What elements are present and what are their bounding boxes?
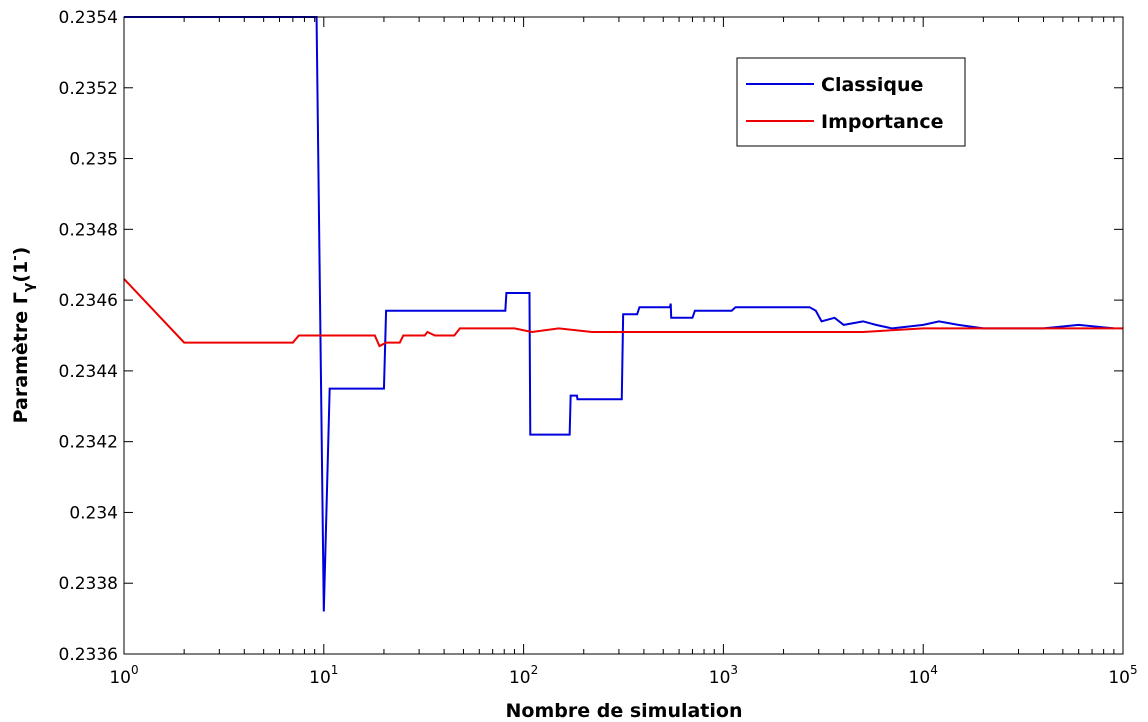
y-axis-title-sup: -: [8, 255, 23, 260]
plot-frame: [123, 16, 1124, 655]
y-tick-label: 0.2346: [59, 291, 118, 311]
y-tick-label: 0.2354: [59, 8, 118, 28]
series-line-classique: [124, 16, 1114, 612]
y-tick-label: 0.2344: [59, 362, 118, 382]
x-tick-label: 103: [709, 663, 738, 688]
y-tick-label: 0.234: [69, 503, 118, 523]
x-tick-label: 100: [109, 663, 138, 688]
y-axis-title-close: ): [10, 247, 32, 256]
y-tick-label: 0.2338: [59, 574, 118, 594]
y-tick-label: 0.235: [69, 150, 118, 170]
y-axis-title-sub: γ: [21, 282, 37, 292]
legend-label-classique: Classique: [821, 74, 923, 96]
x-tick-label: 101: [309, 663, 338, 688]
y-axis-title-main: Paramètre Γ: [10, 292, 32, 423]
series-layer: [123, 16, 1123, 612]
x-tick-label: 104: [909, 663, 938, 688]
legend: Classique Importance: [736, 57, 966, 147]
y-axis-title: Paramètre Γγ(1-): [8, 247, 37, 424]
y-axis-title-arg: (1: [10, 261, 32, 283]
legend-label-importance: Importance: [821, 111, 943, 133]
x-tick-label: 105: [1108, 663, 1137, 688]
x-axis-title: Nombre de simulation: [506, 700, 743, 722]
legend-box: [736, 57, 966, 147]
tick-labels-layer: 0.2336 0.2338 0.234 0.2342 0.2344 0.2346 0.234…: [59, 8, 1138, 688]
y-tick-label: 0.2352: [59, 79, 118, 99]
y-tick-label: 0.2342: [59, 433, 118, 453]
x-tick-label: 102: [509, 663, 538, 688]
y-tick-label: 0.2336: [59, 645, 118, 665]
series-line-importance: [123, 278, 1123, 348]
y-tick-label: 0.2348: [59, 220, 118, 240]
